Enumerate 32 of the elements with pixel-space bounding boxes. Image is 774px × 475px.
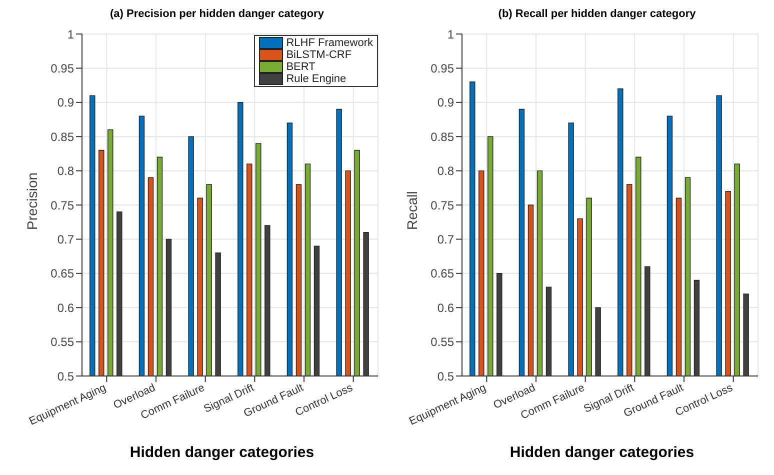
legend-label: BiLSTM-CRF bbox=[286, 49, 352, 61]
chart-title: (b) Recall per hidden danger category bbox=[497, 8, 697, 22]
x-axis-title: Hidden danger categories bbox=[128, 444, 316, 461]
y-tick-label: 0.5 bbox=[437, 369, 454, 384]
legend-label: Rule Engine bbox=[286, 73, 346, 85]
y-tick-label: 0.85 bbox=[430, 130, 454, 144]
y-axis-title: Recall bbox=[404, 191, 420, 230]
legend-label: RLHF Framework bbox=[286, 37, 373, 49]
y-tick-label: 0.65 bbox=[430, 266, 454, 281]
y-tick-label: 0.5 bbox=[57, 369, 74, 384]
legend-label: BERT bbox=[286, 61, 316, 73]
y-tick-label: 0.6 bbox=[437, 300, 454, 315]
y-tick-label: 1 bbox=[67, 27, 74, 42]
y-tick-label: 0.75 bbox=[50, 198, 74, 212]
y-tick-label: 0.7 bbox=[437, 232, 454, 246]
y-tick-label: 0.55 bbox=[430, 335, 454, 350]
y-tick-label: 0.85 bbox=[50, 130, 74, 144]
y-tick-label: 0.6 bbox=[57, 300, 74, 315]
y-tick-label: 0.75 bbox=[430, 198, 454, 212]
chart-title: (a) Precision per hidden danger category bbox=[109, 8, 325, 22]
y-tick-label: 0.9 bbox=[57, 96, 74, 110]
y-tick-label: 1 bbox=[447, 27, 454, 42]
x-axis-title: Hidden danger categories bbox=[508, 444, 696, 461]
y-tick-label: 0.55 bbox=[50, 335, 74, 350]
y-tick-label: 0.7 bbox=[57, 232, 74, 246]
y-tick-label: 0.95 bbox=[50, 61, 74, 76]
y-tick-label: 0.8 bbox=[437, 164, 454, 178]
y-tick-label: 0.9 bbox=[437, 96, 454, 110]
y-axis-title: Precision bbox=[24, 172, 40, 230]
y-tick-label: 0.95 bbox=[430, 61, 454, 76]
y-tick-label: 0.65 bbox=[50, 266, 74, 281]
y-tick-label: 0.8 bbox=[57, 164, 74, 178]
